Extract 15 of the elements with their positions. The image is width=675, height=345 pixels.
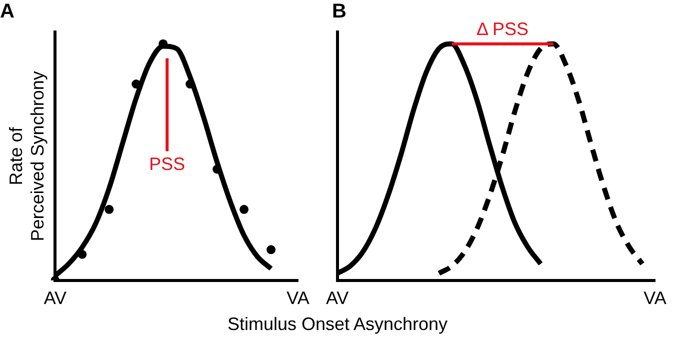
x-tick-label: AV [44,288,67,308]
chart-title: A [0,0,14,23]
point [104,204,114,214]
point [212,164,222,174]
chart-title: B [332,0,346,23]
point [240,204,249,214]
x-tick-label: VA [644,288,666,308]
annotation: PSS [149,154,186,174]
x-tick-label: AV [326,288,349,308]
point [78,250,87,259]
series-label: Δ PSS [476,18,529,39]
x-tick-label: VA [286,288,310,308]
x-axis-title: Stimulus Onset Asynchrony [226,314,449,335]
y-axis-title: Rate of Perceived Synchrony [6,71,48,242]
point [266,245,276,254]
